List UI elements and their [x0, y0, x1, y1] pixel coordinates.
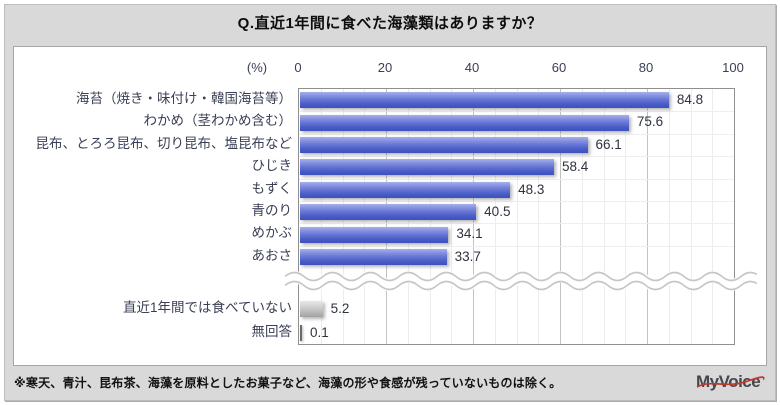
bar [300, 249, 447, 265]
minor-gridline [712, 89, 714, 344]
row-separator-line [299, 111, 734, 113]
bar [300, 137, 588, 153]
bar [300, 204, 477, 221]
bar [300, 181, 511, 198]
category-label: 昆布、とろろ昆布、切り昆布、塩昆布など [35, 135, 293, 151]
row-separator-line [299, 133, 734, 135]
axis-tick-label: 100 [722, 60, 744, 75]
value-label: 58.4 [562, 159, 589, 175]
axis-tick-label: 20 [377, 60, 393, 75]
value-label: 75.6 [636, 114, 664, 130]
axis-tick-label: 0 [294, 60, 302, 75]
plot-area: 84.8 75.6 66.1 58.4 48.3 40.5 34.1 33.7 5.2 0.1 [285, 88, 757, 345]
axis-ticks: 0 20 40 60 80 100 [14, 47, 766, 77]
value-label: 34.1 [456, 226, 483, 242]
axis-tick-label: 40 [464, 60, 480, 75]
category-label: あおさ [251, 247, 293, 263]
minor-gridline [538, 89, 540, 344]
value-label: 33.7 [454, 248, 481, 264]
axis-tick-label: 80 [638, 60, 654, 75]
major-gridline [560, 89, 561, 344]
bar [300, 92, 669, 109]
category-label: ひじき [251, 158, 293, 174]
value-label: 40.5 [484, 204, 511, 219]
bar [300, 226, 449, 243]
minor-gridline [494, 89, 496, 344]
major-gridline [647, 89, 648, 344]
minor-gridline [603, 89, 605, 344]
value-label: 48.3 [518, 181, 545, 197]
minor-gridline [581, 89, 583, 344]
minor-gridline [668, 89, 670, 344]
minor-gridline [625, 89, 627, 344]
bar [300, 324, 302, 341]
row-separator-line [299, 156, 734, 158]
bar [300, 300, 323, 317]
value-label: 0.1 [310, 325, 329, 340]
category-labels: 海苔（焼き・味付け・韓国海苔等） わかめ（茎わかめ含む） 昆布、とろろ昆布、切り昆布… [14, 47, 293, 365]
bar-chart: (%) 0 20 40 60 80 100 海苔（焼き・味付け・韓国海苔等） わかめ（茎わか… [13, 46, 767, 366]
row-separator-line [299, 223, 734, 225]
axis-unit-label: (%) [246, 60, 268, 75]
value-label: 66.1 [595, 136, 622, 152]
minor-gridline [516, 89, 518, 344]
category-label: わかめ（茎わかめ含む） [143, 113, 293, 129]
row-separator-line [299, 178, 734, 180]
category-label: 海苔（焼き・味付け・韓国海苔等） [76, 91, 292, 106]
category-label: めかぶ [251, 225, 293, 241]
bar [300, 114, 629, 131]
axis-tick-label: 60 [551, 60, 567, 75]
minor-gridline [690, 89, 692, 344]
row-separator-line [299, 245, 734, 247]
myvoice-logo: MyVoice [696, 370, 766, 396]
axis-break-wave-icon [285, 271, 757, 291]
gray-frame: Q.直近1年間に食べた海藻類はありますか？ (%) 0 20 40 60 80 100 海… [4, 4, 776, 401]
category-label: 直近1年間では食べていない [123, 300, 292, 315]
survey-question-title: Q.直近1年間に食べた海藻類はありますか？ [237, 15, 543, 32]
row-separator-line [299, 201, 734, 202]
value-label: 5.2 [330, 301, 350, 316]
category-label: 青のり [251, 203, 293, 218]
category-label: もずく [251, 180, 293, 196]
value-label: 84.8 [676, 92, 704, 107]
footnote: ※寒天、青汁、昆布茶、海藻を原料としたお菓子など、海藻の形や食感が残っていないも… [14, 376, 562, 390]
bar [300, 159, 555, 176]
category-label: 無回答 [251, 324, 293, 339]
logo-swoosh-icon [696, 376, 765, 388]
myvoice-logo-text: MyVoice [696, 372, 761, 391]
